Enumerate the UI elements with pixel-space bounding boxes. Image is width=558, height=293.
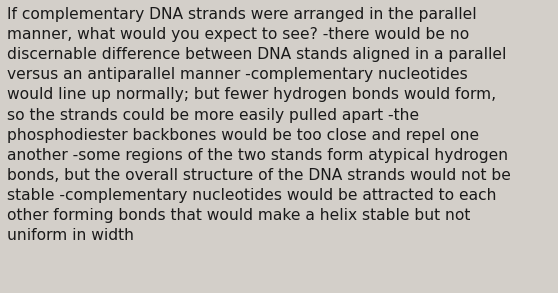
Text: If complementary DNA strands were arranged in the parallel
manner, what would yo: If complementary DNA strands were arrang…	[7, 7, 511, 243]
